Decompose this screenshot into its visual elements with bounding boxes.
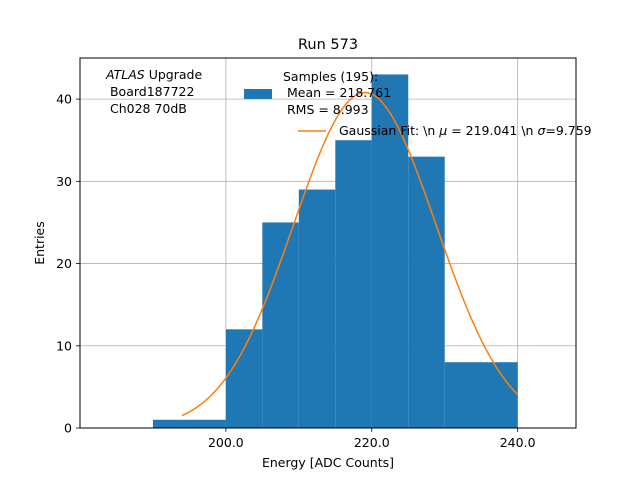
legend-fit-sigma: σ (537, 123, 546, 138)
histogram-bar-5 (371, 74, 409, 428)
legend-fit-suffix: =9.759 (545, 123, 591, 138)
y-tick-label-0: 0 (64, 421, 72, 436)
gaussian-fit (181, 91, 519, 417)
histogram-bar-2 (262, 222, 299, 428)
y-tick-label-2: 20 (56, 256, 72, 271)
legend-fit-mu: μ (438, 123, 447, 138)
histogram-bar-7 (444, 362, 518, 428)
board-label: Board187722 (106, 84, 194, 99)
histogram-bar-3 (298, 189, 336, 428)
legend-histogram-patch (244, 89, 272, 99)
y-tick-label-3: 30 (56, 174, 72, 189)
legend-fit-middle: = 219.041 \n (447, 123, 537, 138)
legend-fit-label: Gaussian Fit: \n μ = 219.041 \n σ=9.759 (339, 123, 592, 138)
channel-label: Ch028 70dB (106, 101, 187, 116)
x-axis-label: Energy [ADC Counts] (262, 455, 394, 470)
upgrade-label: Upgrade (145, 67, 203, 82)
atlas-label: ATLAS (105, 67, 145, 82)
gaussian-fit-curve (181, 91, 519, 417)
histogram-bar-0 (152, 419, 226, 428)
histogram-bar-6 (408, 156, 445, 428)
legend-samples-label: Samples (195): (283, 69, 378, 84)
atlas-annotation: ATLAS Upgrade Board187722 Ch028 70dB (105, 67, 202, 116)
x-tick-label-0: 200.0 (208, 435, 244, 450)
y-tick-label-1: 10 (56, 338, 72, 353)
histogram-bars (152, 74, 518, 428)
legend-mean-label: Mean = 218.761 (283, 85, 391, 100)
axes-frame (79, 57, 577, 429)
y-tick-label-4: 40 (56, 92, 72, 107)
legend: Samples (195): Mean = 218.761 RMS = 8.99… (244, 69, 592, 138)
x-tick-label-1: 220.0 (354, 435, 390, 450)
y-axis-label: Entries (32, 221, 47, 265)
legend-fit-prefix: Gaussian Fit: \n (339, 123, 439, 138)
legend-rms-label: RMS = 8.993 (283, 102, 369, 117)
chart-title: Run 573 (298, 37, 358, 53)
y-axis-ticks: 0 10 20 30 40 (56, 92, 80, 436)
atlas-annotation-line1: ATLAS Upgrade (105, 67, 202, 82)
histogram-bar-4 (335, 140, 372, 428)
x-axis-ticks: 200.0 220.0 240.0 (208, 428, 536, 450)
x-tick-label-2: 240.0 (500, 435, 536, 450)
histogram-bar-1 (225, 329, 263, 428)
